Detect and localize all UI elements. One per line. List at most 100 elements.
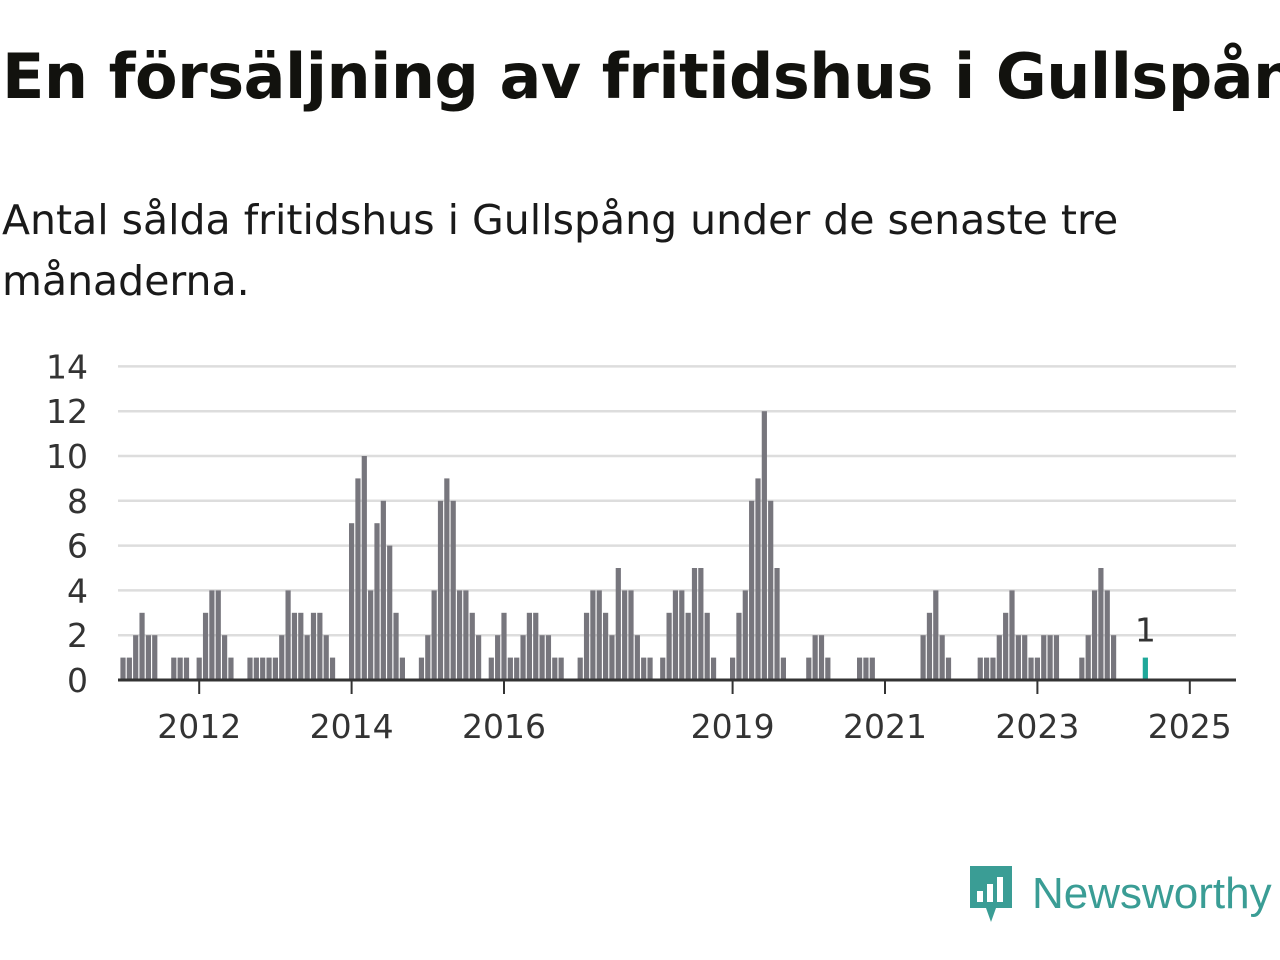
- bar: [329, 657, 336, 680]
- bar: [279, 635, 285, 680]
- bar: [266, 657, 272, 680]
- bar: [1053, 635, 1060, 680]
- bar: [247, 657, 253, 680]
- bar: [120, 657, 126, 680]
- bar: [374, 523, 380, 680]
- bar: [539, 635, 545, 680]
- bar: [780, 657, 786, 680]
- x-tick-label: 2021: [843, 707, 927, 746]
- bar: [1009, 590, 1015, 680]
- bar: [691, 568, 698, 680]
- bar: [679, 590, 685, 680]
- bar: [1034, 657, 1040, 680]
- bar: [215, 590, 221, 680]
- y-tick-label: 14: [46, 347, 88, 386]
- bar: [704, 612, 710, 680]
- bar: [628, 590, 634, 680]
- y-tick-label: 8: [67, 482, 88, 521]
- bar: [310, 612, 317, 680]
- bar: [577, 657, 583, 680]
- bar: [418, 657, 425, 680]
- bar: [272, 657, 278, 680]
- bar: [507, 657, 513, 680]
- bar: [355, 478, 361, 680]
- bar: [698, 568, 704, 680]
- chart-title: En försäljning av fritidshus i Gullspång: [2, 40, 1280, 113]
- bar: [774, 568, 780, 680]
- bar: [368, 590, 374, 680]
- bar: [469, 612, 475, 680]
- y-tick-label: 4: [67, 571, 88, 610]
- bar: [755, 478, 761, 680]
- bar: [533, 612, 539, 680]
- bar: [514, 657, 520, 680]
- bar: [152, 635, 158, 680]
- newsworthy-brand[interactable]: Newsworthy: [966, 864, 1272, 924]
- bar: [488, 657, 494, 680]
- bar: [437, 500, 444, 680]
- x-tick-label: 2023: [995, 707, 1079, 746]
- bar: [984, 657, 990, 680]
- bar: [596, 590, 602, 680]
- bar-latest: [1142, 657, 1148, 680]
- bar: [615, 568, 621, 680]
- bar: [996, 635, 1002, 680]
- newsworthy-wordmark: Newsworthy: [1032, 869, 1272, 918]
- bar: [495, 635, 501, 680]
- bar: [977, 657, 983, 680]
- bar: [933, 590, 939, 680]
- bar: [145, 635, 151, 680]
- bar: [768, 500, 774, 680]
- bar: [349, 523, 355, 680]
- bar: [1079, 657, 1085, 680]
- bar: [685, 612, 691, 680]
- bar: [450, 500, 456, 680]
- bar: [857, 657, 863, 680]
- bar: [139, 612, 145, 680]
- bar: [222, 635, 228, 680]
- bar: [323, 635, 329, 680]
- bar: [133, 635, 139, 680]
- bar: [196, 657, 202, 680]
- bar: [476, 635, 482, 680]
- bar: [260, 657, 266, 680]
- bar: [583, 612, 590, 680]
- bar: [202, 612, 209, 680]
- bar: [209, 590, 215, 680]
- bar: [431, 590, 437, 680]
- bar: [672, 590, 679, 680]
- x-tick-label: 2012: [157, 707, 241, 746]
- latest-value-annotation: 1: [1135, 611, 1156, 650]
- bar: [603, 612, 609, 680]
- bar: [749, 500, 755, 680]
- bar: [863, 657, 869, 680]
- bar: [399, 657, 405, 680]
- bar: [1041, 635, 1047, 680]
- bar: [558, 657, 564, 680]
- bar: [990, 657, 996, 680]
- y-tick-label: 10: [46, 437, 88, 476]
- bar: [1028, 657, 1034, 680]
- bar: [660, 657, 666, 680]
- bar: [1104, 590, 1110, 680]
- newsworthy-logo-icon: [970, 866, 1012, 922]
- bar: [285, 590, 291, 680]
- bar: [806, 657, 812, 680]
- bar: [380, 500, 386, 680]
- bar: [304, 635, 310, 680]
- x-tick-label: 2019: [691, 707, 775, 746]
- bar: [1047, 635, 1053, 680]
- bar: [945, 657, 952, 680]
- bar: [926, 612, 933, 680]
- x-tick-label: 2016: [462, 707, 546, 746]
- bar: [183, 657, 190, 680]
- bar: [622, 590, 628, 680]
- bar: [590, 590, 596, 680]
- bar: [1015, 635, 1021, 680]
- bar: [545, 635, 552, 680]
- x-tick-label: 2014: [310, 707, 394, 746]
- bar: [1111, 635, 1117, 680]
- bar: [456, 590, 463, 680]
- bar: [666, 612, 672, 680]
- bar: [361, 456, 367, 680]
